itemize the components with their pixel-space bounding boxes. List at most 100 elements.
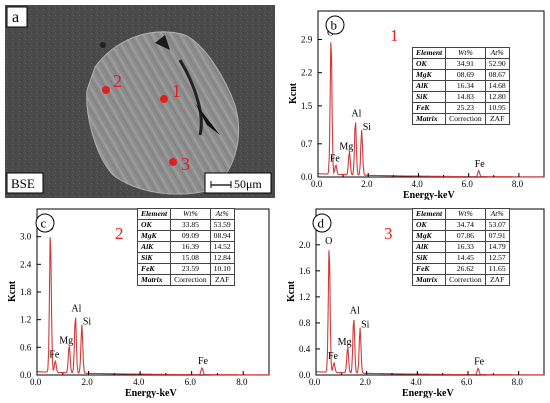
table-at: 12.57 xyxy=(484,252,510,264)
table-matrix-correction: Correction xyxy=(170,274,211,286)
y-axis-label: Kcnt xyxy=(286,280,297,302)
scale-label: 50μm xyxy=(234,177,262,191)
peak-label-fe: Fe xyxy=(328,351,339,362)
x-tick-label: 4.0 xyxy=(410,377,422,387)
x-tick-label: 6.0 xyxy=(185,377,197,387)
table-wt: 16.33 xyxy=(445,241,486,253)
x-tick-label: 0.0 xyxy=(309,377,321,387)
table-wt: 14.83 xyxy=(445,91,486,103)
x-tick-label: 0.0 xyxy=(311,179,323,189)
table-wt: 16.34 xyxy=(445,80,486,92)
table-at: 10.95 xyxy=(484,102,510,114)
spectrum-line xyxy=(316,250,544,376)
table-matrix-label: Matrix xyxy=(411,113,447,125)
y-tick-label: 2.9 xyxy=(301,34,313,44)
y-tick-label: 0.0 xyxy=(301,172,313,182)
spectrum-line xyxy=(318,42,544,178)
table-wt: 14.45 xyxy=(445,252,486,264)
table-at: 12.80 xyxy=(484,91,510,103)
dark-pit xyxy=(155,35,170,50)
peak-label-fe: Fe xyxy=(198,356,209,367)
x-tick-label: 4.0 xyxy=(411,179,423,189)
peak-label-al: Al xyxy=(351,108,361,119)
x-tick-label: 6.0 xyxy=(461,377,473,387)
composition-table-b: Element Wt% At% OK 34.91 52.90 MgK 08.69 08.67… xyxy=(411,47,510,125)
y-tick-label: 3.0 xyxy=(20,232,32,242)
y-tick-label: 2.0 xyxy=(299,240,311,250)
spectrum-panel-b: OFeMgAlSiFe0.02.04.06.08.00.00.71.52.22.… xyxy=(280,5,548,201)
table-element: MgK xyxy=(136,230,172,242)
table-wt: 07.86 xyxy=(445,230,486,242)
x-tick-label: 8.0 xyxy=(236,377,248,387)
y-tick-label: 1.5 xyxy=(301,101,313,111)
table-wt: 26.62 xyxy=(445,263,486,275)
table-wt: 15.08 xyxy=(170,252,211,264)
composition-table-d: Element Wt% At% OK 34.74 53.07 MgK 07.86 07.91… xyxy=(411,208,510,286)
composition-table-c: Element Wt% At% OK 33.85 53.59 MgK 09.09 08.94… xyxy=(136,208,235,286)
peak-label-fe: Fe xyxy=(475,159,486,170)
spectrum-line xyxy=(37,237,269,376)
y-tick-label: 1.8 xyxy=(20,287,32,297)
point-label-2: 2 xyxy=(113,71,122,91)
table-header-at: At% xyxy=(484,47,510,59)
table-element: MgK xyxy=(411,69,447,81)
crack xyxy=(178,59,203,136)
table-header-at: At% xyxy=(209,208,235,220)
table-wt: 34.91 xyxy=(445,58,486,70)
panel-letter-circle xyxy=(325,15,345,35)
spectrum-chart-b: OFeMgAlSiFe0.02.04.06.08.00.00.71.52.22.… xyxy=(288,10,545,201)
table-at: 52.90 xyxy=(484,58,510,70)
spectrum-panel-c: OFeMgAlSiFe0.02.04.06.08.00.00.61.21.82.… xyxy=(3,203,273,399)
table-at: 14.68 xyxy=(484,80,510,92)
peak-label-si: Si xyxy=(363,122,372,133)
peak-label-mg: Mg xyxy=(59,335,73,346)
x-tick-label: 6.0 xyxy=(462,179,474,189)
table-wt: 25.23 xyxy=(445,102,486,114)
x-tick-label: 0.0 xyxy=(30,377,42,387)
y-tick-label: 0.7 xyxy=(301,139,313,149)
peak-label-si: Si xyxy=(83,317,92,328)
table-at: 10.10 xyxy=(209,263,235,275)
table-wt: 33.85 xyxy=(170,219,211,231)
panel-letter-circle xyxy=(312,213,332,233)
point-marker-2 xyxy=(102,86,110,94)
table-header-element: Element xyxy=(411,208,447,220)
table-element: FeK xyxy=(411,263,447,275)
sem-image: a BSE 50μm 1 2 3 xyxy=(5,5,275,198)
peak-label-si: Si xyxy=(361,319,370,330)
peak-label-mg: Mg xyxy=(338,337,352,348)
table-at: 11.65 xyxy=(484,263,510,275)
table-header-element: Element xyxy=(411,47,447,59)
x-axis-label: Energy-keV xyxy=(402,388,454,398)
table-wt: 08.69 xyxy=(445,69,486,81)
table-element: FeK xyxy=(411,102,447,114)
table-element: OK xyxy=(136,219,172,231)
table-wt: 16.39 xyxy=(170,241,211,253)
table-matrix-zaf: ZAF xyxy=(484,113,510,125)
table-at: 08.94 xyxy=(209,230,235,242)
table-at: 12.84 xyxy=(209,252,235,264)
table-wt: 34.74 xyxy=(445,219,486,231)
peak-label-fe: Fe xyxy=(474,356,485,367)
table-matrix-correction: Correction xyxy=(445,274,486,286)
table-at: 53.07 xyxy=(484,219,510,231)
table-element: OK xyxy=(411,58,447,70)
panel-letter-box xyxy=(6,6,28,28)
table-header-wt: Wt% xyxy=(170,208,211,220)
x-tick-label: 4.0 xyxy=(133,377,145,387)
x-axis-label: Energy-keV xyxy=(403,190,455,200)
spectrum-panel-d: O Fe Mg Al Si Fe 0.0 2.0 4.0 6.0 8.0 0.0 0.4 0.8 1.2 1.… xyxy=(280,203,548,399)
panel-letter-circle xyxy=(35,213,55,233)
x-tick-label: 2.0 xyxy=(360,377,372,387)
point-label-3: 3 xyxy=(181,154,190,174)
y-tick-label: 0.0 xyxy=(299,370,311,380)
table-element: OK xyxy=(411,219,447,231)
y-tick-label: 1.2 xyxy=(20,315,31,325)
peak-label-fe: Fe xyxy=(330,154,341,165)
x-tick-label: 2.0 xyxy=(361,179,373,189)
table-element: FeK xyxy=(136,263,172,275)
mineral-grain xyxy=(86,31,239,195)
table-header-wt: Wt% xyxy=(445,208,486,220)
point-marker-1 xyxy=(160,95,168,103)
panel-letter: c xyxy=(41,216,47,231)
